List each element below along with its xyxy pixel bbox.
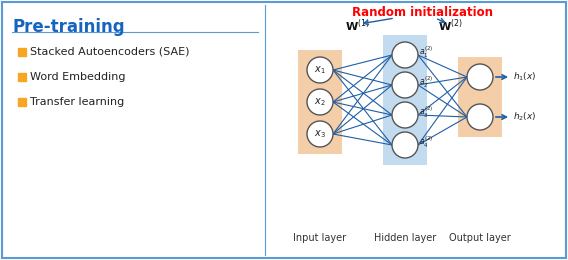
Text: Transfer learning: Transfer learning (30, 97, 124, 107)
Circle shape (307, 121, 333, 147)
Text: $a_1^{(2)}$: $a_1^{(2)}$ (419, 44, 433, 60)
Circle shape (307, 89, 333, 115)
Text: $x_3$: $x_3$ (314, 128, 326, 140)
Text: Word Embedding: Word Embedding (30, 72, 126, 82)
Text: $h_2(x)$: $h_2(x)$ (513, 111, 537, 123)
Circle shape (392, 72, 418, 98)
Circle shape (307, 57, 333, 83)
Circle shape (467, 64, 493, 90)
Text: Hidden layer: Hidden layer (374, 233, 436, 243)
Bar (458, 57, 502, 137)
Text: $a_2^{(2)}$: $a_2^{(2)}$ (419, 74, 433, 90)
Circle shape (392, 132, 418, 158)
Text: Pre-training: Pre-training (12, 18, 124, 36)
Text: Random initialization: Random initialization (353, 5, 494, 18)
Text: $x_2$: $x_2$ (314, 96, 326, 108)
Text: $\mathbf{W}^{(2)}$: $\mathbf{W}^{(2)}$ (438, 17, 463, 34)
Bar (18, 73, 26, 81)
Text: Input layer: Input layer (294, 233, 346, 243)
Circle shape (467, 104, 493, 130)
Text: $a_4^{(2)}$: $a_4^{(2)}$ (419, 134, 433, 150)
Text: $\mathbf{W}^{(1)}$: $\mathbf{W}^{(1)}$ (345, 17, 370, 34)
Text: $x_1$: $x_1$ (314, 64, 326, 76)
Bar (18, 98, 26, 106)
Text: Output layer: Output layer (449, 233, 511, 243)
Bar (383, 35, 427, 165)
Text: Stacked Autoencoders (SAE): Stacked Autoencoders (SAE) (30, 47, 190, 57)
Circle shape (392, 42, 418, 68)
Circle shape (392, 102, 418, 128)
Bar (298, 50, 342, 154)
Text: $a_3^{(2)}$: $a_3^{(2)}$ (419, 104, 433, 120)
Text: $h_1(x)$: $h_1(x)$ (513, 71, 537, 83)
Bar (18, 48, 26, 56)
